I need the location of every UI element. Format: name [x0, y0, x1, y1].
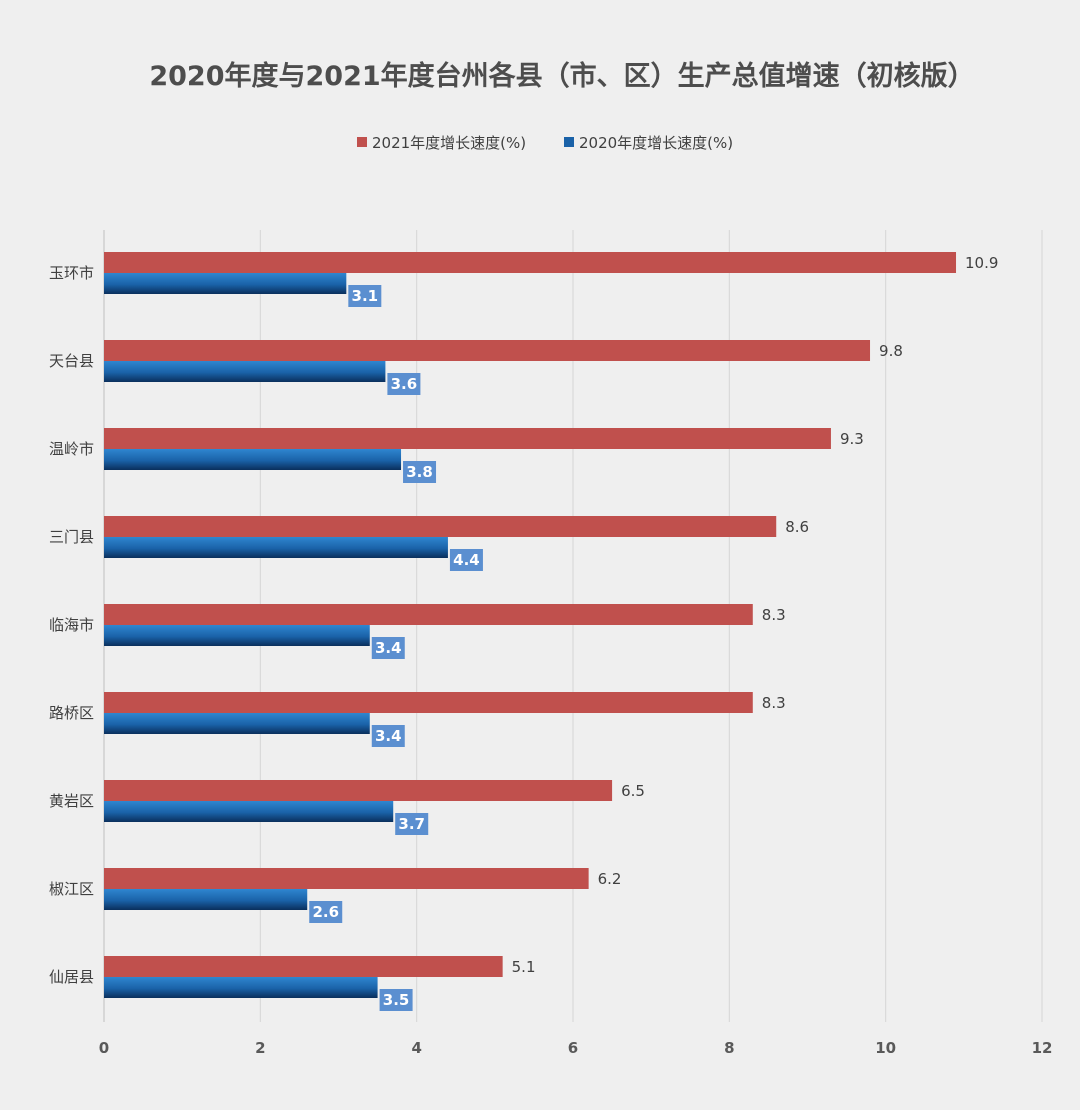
- x-tick-label: 12: [1032, 1039, 1053, 1057]
- legend-label-1: 2021年度增长速度(%): [372, 134, 526, 152]
- data-label-2021: 10.9: [965, 254, 998, 272]
- data-label-2020: 3.4: [375, 727, 402, 745]
- chart-title: 2020年度与2021年度台州各县（市、区）生产总值增速（初核版）: [149, 60, 974, 92]
- bar-2020: [104, 713, 370, 734]
- data-label-2020: 3.1: [352, 287, 379, 305]
- bar-2021: [104, 868, 589, 889]
- bar-2021: [104, 956, 503, 977]
- x-tick-label: 8: [724, 1039, 734, 1057]
- bar-2020: [104, 625, 370, 646]
- data-label-2020: 3.5: [383, 991, 410, 1009]
- bars: [104, 252, 957, 998]
- data-label-box-2020: [309, 901, 343, 923]
- data-label-2021: 6.5: [621, 782, 645, 800]
- legend-swatch-2: [564, 137, 574, 147]
- bar-2021: [104, 516, 777, 537]
- x-tick-label: 2: [255, 1039, 265, 1057]
- data-label-2021: 8.3: [762, 694, 786, 712]
- category-label: 椒江区: [49, 880, 94, 898]
- legend-label-2: 2020年度增长速度(%): [579, 134, 733, 152]
- x-tick-label: 6: [568, 1039, 578, 1057]
- category-label: 天台县: [49, 352, 94, 370]
- bar-2020: [104, 537, 448, 558]
- data-label-2020: 3.6: [391, 375, 418, 393]
- bar-2021: [104, 780, 613, 801]
- bar-2020: [104, 801, 394, 822]
- data-label-2021: 8.6: [785, 518, 809, 536]
- data-label-2021: 5.1: [512, 958, 536, 976]
- category-label: 临海市: [49, 616, 94, 634]
- x-tick-label: 0: [99, 1039, 109, 1057]
- data-label-box-2020: [379, 989, 413, 1011]
- category-label: 温岭市: [49, 440, 94, 458]
- bar-2021: [104, 604, 753, 625]
- data-label-box-2020: [371, 725, 405, 747]
- data-label-box-2020: [371, 637, 405, 659]
- data-label-2020: 2.6: [312, 903, 339, 921]
- data-label-box-2020: [403, 461, 437, 483]
- category-label: 路桥区: [49, 704, 94, 722]
- bar-2020: [104, 361, 386, 382]
- x-tick-label: 4: [411, 1039, 421, 1057]
- category-label: 三门县: [49, 528, 94, 546]
- data-label-2020: 4.4: [453, 551, 480, 569]
- labels: 玉环市 10.9 3.1 天台县 9.8 3.6 温岭市 9.3 3.8 三门县 8.6 4.4 临海市…: [49, 254, 998, 1011]
- bar-2020: [104, 273, 347, 294]
- data-label-box-2020: [348, 285, 382, 307]
- legend: 2021年度增长速度(%) 2020年度增长速度(%): [357, 134, 733, 152]
- data-label-2021: 8.3: [762, 606, 786, 624]
- legend-swatch-1: [357, 137, 367, 147]
- category-label: 黄岩区: [49, 792, 94, 810]
- data-label-2021: 6.2: [598, 870, 622, 888]
- bar-2021: [104, 692, 753, 713]
- bar-2020: [104, 977, 378, 998]
- data-label-2021: 9.3: [840, 430, 864, 448]
- bar-2020: [104, 449, 402, 470]
- data-label-box-2020: [395, 813, 429, 835]
- x-tick-label: 10: [875, 1039, 896, 1057]
- data-label-box-2020: [387, 373, 421, 395]
- data-label-box-2020: [449, 549, 483, 571]
- bar-2021: [104, 252, 957, 273]
- bar-2021: [104, 340, 871, 361]
- data-label-2020: 3.7: [398, 815, 425, 833]
- data-label-2021: 9.8: [879, 342, 903, 360]
- category-label: 玉环市: [49, 264, 94, 282]
- data-label-2020: 3.8: [406, 463, 433, 481]
- data-label-2020: 3.4: [375, 639, 402, 657]
- bar-2021: [104, 428, 831, 449]
- category-label: 仙居县: [49, 968, 94, 986]
- bar-2020: [104, 889, 308, 910]
